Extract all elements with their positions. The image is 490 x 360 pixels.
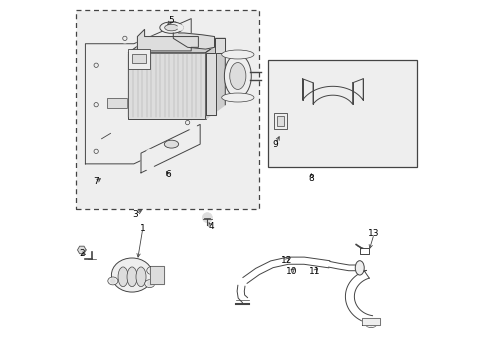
Circle shape xyxy=(189,135,197,143)
Circle shape xyxy=(120,34,129,43)
Bar xyxy=(76,10,259,209)
Circle shape xyxy=(202,213,212,223)
Text: 3: 3 xyxy=(133,210,139,219)
Text: 1: 1 xyxy=(140,224,146,233)
Circle shape xyxy=(146,163,154,171)
Circle shape xyxy=(171,19,180,29)
Text: 9: 9 xyxy=(272,140,278,149)
Circle shape xyxy=(189,123,197,131)
Text: 13: 13 xyxy=(368,229,380,238)
Bar xyxy=(128,49,150,69)
Bar xyxy=(132,54,147,63)
Circle shape xyxy=(110,278,115,283)
Ellipse shape xyxy=(355,261,364,275)
Circle shape xyxy=(183,118,192,127)
Ellipse shape xyxy=(221,93,254,102)
Ellipse shape xyxy=(111,258,153,292)
Polygon shape xyxy=(85,19,191,164)
Polygon shape xyxy=(77,246,86,254)
Polygon shape xyxy=(205,39,225,116)
Circle shape xyxy=(149,268,154,273)
Ellipse shape xyxy=(118,267,128,287)
Polygon shape xyxy=(173,33,215,49)
Circle shape xyxy=(183,71,192,81)
Polygon shape xyxy=(150,266,164,284)
Text: 5: 5 xyxy=(169,16,174,25)
Polygon shape xyxy=(137,30,198,51)
Ellipse shape xyxy=(230,63,246,89)
Text: 2: 2 xyxy=(79,249,85,258)
Ellipse shape xyxy=(127,267,137,287)
Polygon shape xyxy=(362,318,380,325)
Text: 10: 10 xyxy=(286,267,297,276)
Bar xyxy=(128,53,205,119)
Polygon shape xyxy=(128,39,225,53)
Text: 6: 6 xyxy=(165,170,171,179)
Ellipse shape xyxy=(224,54,251,98)
Text: 7: 7 xyxy=(93,177,99,186)
Circle shape xyxy=(146,149,154,157)
Ellipse shape xyxy=(147,267,157,275)
Text: 12: 12 xyxy=(281,256,292,265)
Ellipse shape xyxy=(164,140,179,148)
Ellipse shape xyxy=(160,22,183,33)
Ellipse shape xyxy=(165,24,178,31)
Circle shape xyxy=(177,25,183,31)
Ellipse shape xyxy=(108,277,118,285)
Ellipse shape xyxy=(221,50,254,59)
Polygon shape xyxy=(205,39,225,119)
Circle shape xyxy=(92,60,101,70)
Text: 11: 11 xyxy=(309,267,320,276)
Bar xyxy=(269,60,417,167)
Text: 4: 4 xyxy=(208,222,214,231)
Ellipse shape xyxy=(145,280,155,288)
Ellipse shape xyxy=(136,267,146,287)
Circle shape xyxy=(92,100,101,109)
Circle shape xyxy=(147,281,152,286)
Text: 8: 8 xyxy=(309,174,314,183)
Polygon shape xyxy=(141,125,200,173)
Circle shape xyxy=(92,147,101,156)
Bar xyxy=(274,113,287,129)
Bar xyxy=(107,98,126,108)
Bar xyxy=(277,116,285,126)
